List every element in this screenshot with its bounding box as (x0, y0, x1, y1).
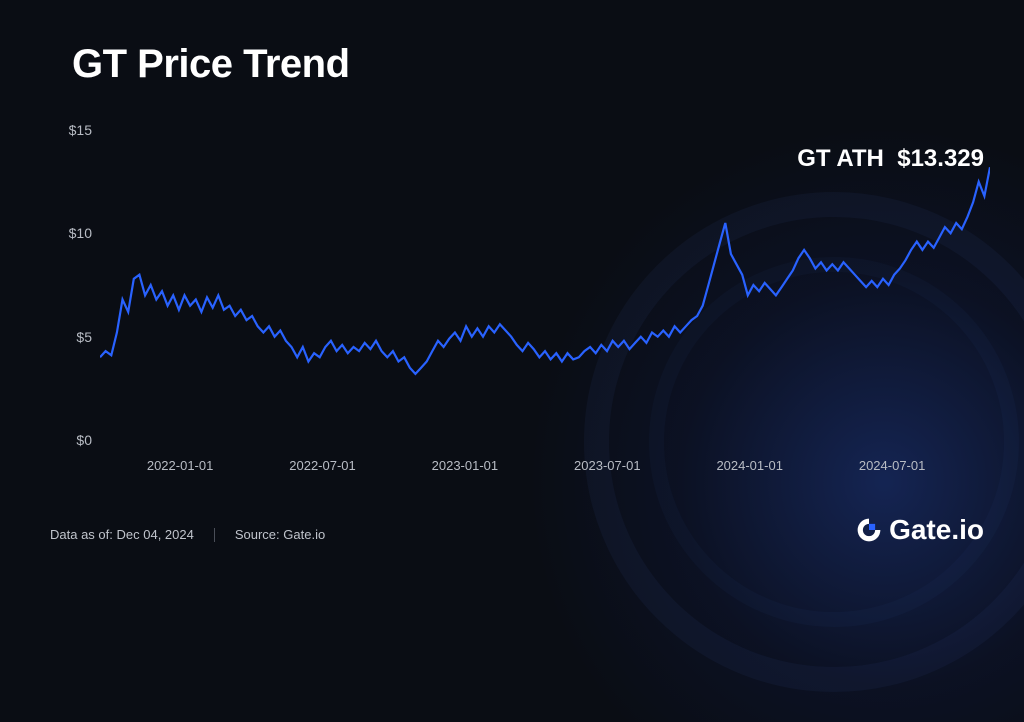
gate-logo-icon (855, 516, 883, 544)
y-tick-label: $5 (76, 329, 92, 345)
gate-logo: Gate.io (855, 514, 984, 546)
gate-logo-text: Gate.io (889, 514, 984, 546)
x-tick-label: 2022-07-01 (289, 458, 356, 473)
y-tick-label: $0 (76, 432, 92, 448)
source-value: Gate.io (283, 527, 325, 542)
y-axis: $0$5$10$15 (50, 130, 100, 470)
price-line (100, 167, 990, 374)
footer-separator (214, 528, 215, 542)
chart-area: $0$5$10$15 2022-01-012022-07-012023-01-0… (50, 130, 990, 470)
data-as-of-value: Dec 04, 2024 (117, 527, 194, 542)
plot-area (100, 130, 990, 440)
y-tick-label: $10 (69, 225, 92, 241)
source: Source: Gate.io (235, 527, 325, 542)
chart-title: GT Price Trend (72, 42, 350, 87)
line-chart-svg (100, 130, 990, 440)
x-tick-label: 2022-01-01 (147, 458, 214, 473)
x-axis: 2022-01-01 2022-07-01 2023-01-01 2023-07-01… (100, 458, 990, 478)
data-as-of-label: Data as of: (50, 527, 113, 542)
footer: Data as of: Dec 04, 2024 Source: Gate.io (50, 527, 325, 542)
y-tick-label: $15 (69, 122, 92, 138)
data-as-of: Data as of: Dec 04, 2024 (50, 527, 194, 542)
x-tick-label: 2024-07-01 (859, 458, 926, 473)
source-label: Source: (235, 527, 280, 542)
x-tick-label: 2024-01-01 (716, 458, 783, 473)
x-tick-label: 2023-07-01 (574, 458, 641, 473)
x-tick-label: 2023-01-01 (432, 458, 499, 473)
